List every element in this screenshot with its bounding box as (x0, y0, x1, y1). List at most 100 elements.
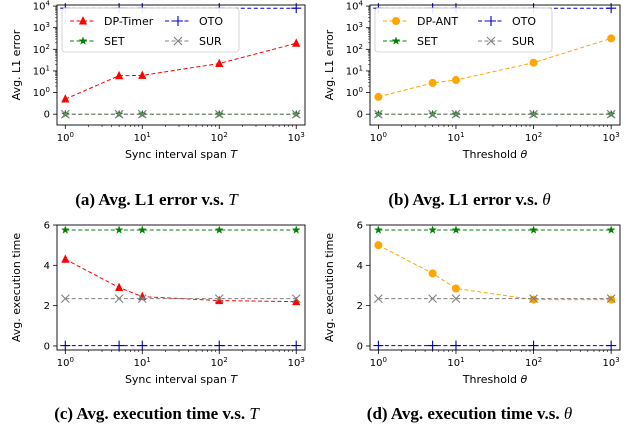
point-set-0 (60, 225, 70, 234)
legend-label-oto: OTO (199, 15, 223, 28)
point-dp-timer-3 (215, 295, 224, 305)
point-oto-3 (528, 340, 539, 351)
x-tick-label-3: 103 (288, 131, 305, 144)
x-axis-label: Threshold θ (462, 148, 528, 161)
y-tick-label-2: 101 (346, 64, 363, 77)
y-tick-label-3: 102 (33, 43, 50, 56)
y-tick-label-1: 100 (346, 86, 363, 99)
y-tick-label-2: 4 (44, 261, 50, 272)
y-tick-label-2: 4 (357, 261, 363, 272)
point-sur-4 (606, 294, 616, 303)
plot-frame (56, 4, 306, 126)
x-tick-label-3: 103 (288, 356, 305, 369)
caption-c-label: (c) Avg. execution time v.s. (54, 404, 246, 423)
y-tick-label-1: 2 (44, 301, 50, 312)
series-line-dp-ant (378, 244, 612, 301)
x-tick-label-0: 100 (370, 356, 387, 369)
legend-label-oto: OTO (512, 15, 536, 28)
point-dp-ant-3 (529, 58, 538, 67)
caption-a-label: (a) Avg. L1 error v.s. (75, 190, 224, 209)
point-sur-2 (137, 109, 147, 119)
point-oto-0 (373, 340, 384, 351)
legend-marker-set (78, 36, 88, 45)
point-dp-ant-2 (451, 284, 460, 293)
y-tick-label-3: 6 (44, 221, 50, 232)
point-sur-0 (373, 109, 383, 119)
x-axis-label: Sync interval span T (125, 373, 238, 386)
point-oto-2 (137, 340, 148, 351)
point-dp-timer-0 (61, 94, 70, 103)
caption-d: (d) Avg. execution time v.s. θ (313, 404, 626, 424)
point-sur-3 (529, 109, 538, 119)
point-sur-4 (291, 109, 301, 119)
legend-marker-oto (486, 16, 496, 26)
point-sur-2 (451, 109, 461, 119)
x-tick-label-0: 100 (57, 131, 74, 144)
point-sur-0 (60, 109, 70, 119)
legend-box (61, 7, 240, 53)
point-dp-timer-4 (292, 38, 301, 47)
y-tick-label-1: 100 (33, 86, 50, 99)
point-sur-1 (114, 294, 124, 303)
point-set-1 (428, 225, 437, 234)
point-dp-timer-3 (215, 58, 224, 68)
legend: DP-Timer OTO SET SUR (61, 7, 240, 53)
legend-label-sur: SUR (199, 35, 222, 48)
point-set-3 (529, 225, 538, 234)
x-tick-label-1: 101 (134, 356, 151, 369)
y-tick-label-1: 2 (357, 301, 363, 312)
plot-frame (369, 224, 621, 351)
point-sur-0 (60, 294, 70, 303)
point-dp-timer-2 (138, 70, 147, 79)
point-oto-3 (214, 340, 225, 351)
point-set-3 (214, 225, 224, 234)
point-set-2 (137, 225, 147, 234)
legend-box (374, 7, 553, 53)
point-set-2 (451, 225, 461, 234)
chart-c: 100 101 102 103 0 2 4 6 Sync interval span T Avg.… (10, 221, 306, 386)
point-dp-ant-1 (428, 269, 437, 278)
legend-marker-set (391, 36, 401, 45)
y-tick-label-3: 102 (346, 43, 363, 56)
caption-d-var: θ (563, 404, 573, 423)
legend-marker-dp-ant (392, 17, 400, 25)
plot-frame (56, 224, 306, 351)
x-tick-label-0: 100 (370, 131, 387, 144)
legend-marker-oto (173, 16, 183, 26)
point-set-1 (114, 225, 124, 234)
y-tick-label-5: 104 (33, 0, 51, 13)
point-dp-ant-2 (451, 76, 460, 85)
point-dp-timer-0 (61, 254, 70, 263)
point-dp-ant-4 (607, 295, 616, 304)
x-tick-label-1: 101 (134, 131, 151, 144)
caption-c-var: T (249, 404, 259, 423)
y-axis-label: Avg. L1 error (10, 29, 23, 100)
x-tick-label-2: 102 (211, 131, 228, 144)
point-set-0 (373, 225, 383, 234)
x-tick-label-1: 101 (447, 356, 464, 369)
point-dp-timer-1 (115, 282, 124, 292)
point-oto-0 (60, 340, 71, 351)
point-sur-3 (214, 294, 224, 303)
legend-marker-sur (173, 36, 183, 46)
plot-frame (369, 4, 621, 126)
point-sur-1 (428, 109, 437, 119)
series-line-dp-timer (65, 258, 297, 303)
caption-a: (a) Avg. L1 error v.s. T (0, 190, 313, 210)
y-tick-label-3: 6 (357, 221, 363, 232)
x-tick-label-2: 102 (211, 356, 228, 369)
x-axis-label: Threshold θ (462, 373, 528, 386)
y-tick-label-4: 103 (33, 21, 50, 34)
legend-label-sur: SUR (512, 35, 535, 48)
y-axis-label: Avg. execution time (10, 233, 23, 343)
y-tick-label-0: 0 (357, 341, 363, 352)
caption-d-label: (d) Avg. execution time v.s. (366, 404, 560, 423)
legend-marker-sur (486, 36, 496, 46)
point-sur-3 (214, 109, 224, 119)
point-oto-2 (450, 340, 461, 351)
legend-label-dp-timer: DP-Timer (104, 15, 154, 28)
y-tick-label-2: 101 (33, 64, 50, 77)
x-tick-label-3: 103 (603, 131, 620, 144)
y-axis-label: Avg. execution time (323, 233, 336, 343)
